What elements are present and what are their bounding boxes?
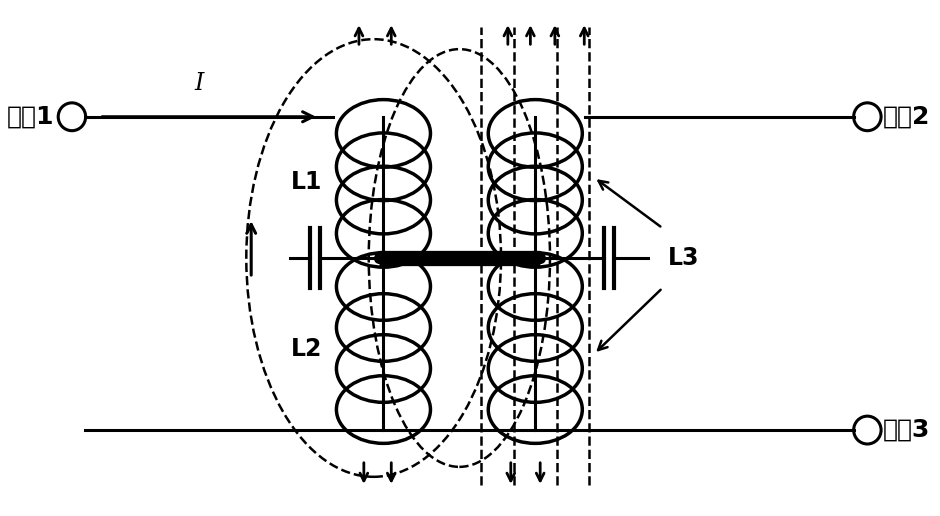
Text: 端口2: 端口2 (883, 105, 931, 129)
Text: L2: L2 (291, 337, 322, 361)
Text: 端口1: 端口1 (7, 105, 54, 129)
Text: 端口3: 端口3 (883, 418, 931, 442)
Text: L3: L3 (667, 246, 699, 270)
Text: L1: L1 (291, 170, 322, 195)
Text: I: I (195, 72, 204, 95)
